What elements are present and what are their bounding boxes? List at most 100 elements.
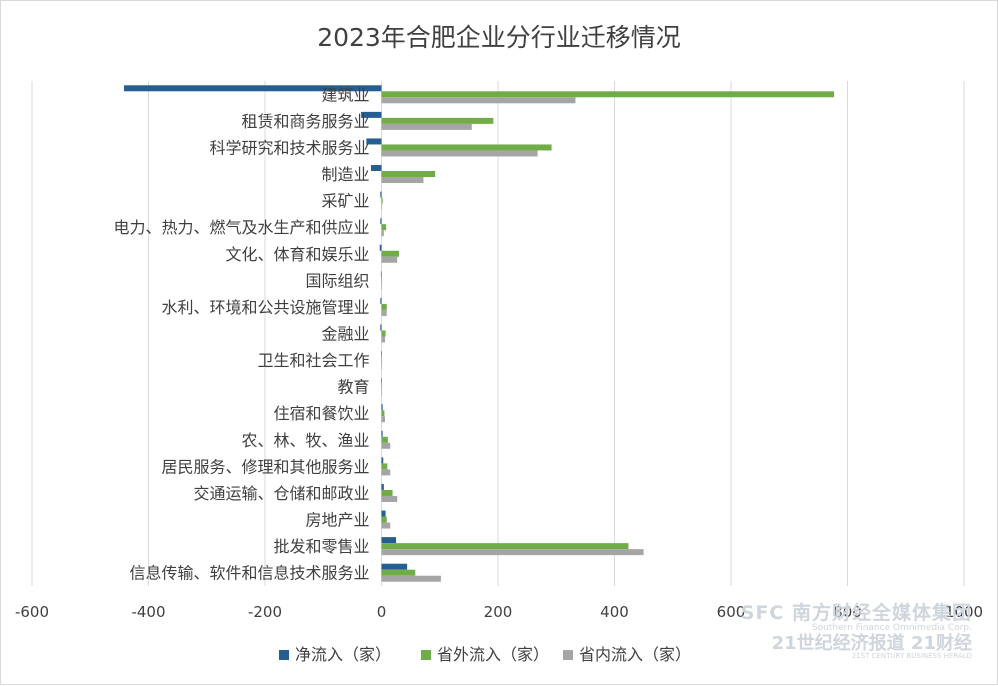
category-label: 科学研究和技术服务业	[209, 138, 369, 157]
category-label: 教育	[337, 378, 369, 397]
category-label: 租赁和商务服务业	[241, 112, 369, 131]
bar-series-1	[381, 357, 383, 364]
bar-series-1	[381, 144, 552, 151]
bar-series-2	[381, 123, 472, 130]
bar-series-1	[381, 543, 629, 550]
category-label: 采矿业	[321, 192, 369, 211]
bar-series-2	[381, 97, 576, 104]
legend-label: 净流入（家）	[295, 645, 391, 664]
category-label: 居民服务、修理和其他服务业	[161, 457, 369, 476]
category-label: 建筑业	[321, 85, 369, 104]
bar-series-0	[371, 165, 382, 172]
bar-series-0	[381, 563, 408, 570]
category-label: 文化、体育和娱乐业	[225, 245, 369, 264]
bar-series-0	[380, 297, 382, 304]
bar-series-1	[381, 303, 387, 310]
x-tick-label: -600	[15, 603, 49, 621]
bar-series-1	[381, 91, 835, 98]
gridlines	[31, 81, 965, 586]
bar-series-2	[381, 150, 538, 157]
bar-series-2	[381, 256, 398, 263]
bar-series-2	[381, 522, 391, 529]
category-label: 交通运输、仓储和邮政业	[193, 484, 369, 503]
x-tick-label: 1000	[945, 603, 983, 621]
x-tick-label: -200	[248, 603, 282, 621]
bar-series-0	[380, 191, 382, 198]
bar-series-0	[381, 430, 383, 437]
bar-series-0	[366, 138, 382, 145]
watermark-line-2: Southern Finance Omnimedia Corp.	[811, 622, 972, 633]
category-label: 信息传输、软件和信息技术服务业	[129, 564, 369, 583]
bar-series-1	[381, 197, 383, 204]
bar-series-1	[381, 171, 436, 178]
bar-series-0	[381, 377, 382, 384]
bar-series-1	[381, 569, 416, 576]
bar-series-2	[381, 575, 441, 582]
category-label: 金融业	[321, 325, 369, 344]
bar-series-2	[381, 416, 385, 423]
legend-label: 省内流入（家）	[579, 645, 691, 664]
category-label: 电力、热力、燃气及水生产和供应业	[113, 218, 369, 237]
bar-series-1	[381, 117, 494, 124]
x-tick-label: 800	[833, 603, 862, 621]
bar-series-1	[381, 463, 388, 470]
bar-series-2	[381, 442, 391, 449]
category-labels: 建筑业租赁和商务服务业科学研究和技术服务业制造业采矿业电力、热力、燃气及水生产和…	[113, 85, 369, 582]
bar-series-1	[381, 330, 386, 337]
category-label: 卫生和社会工作	[257, 351, 369, 370]
bar-series-0	[381, 457, 384, 464]
bar-series-2	[381, 495, 398, 502]
bar-series-1	[381, 224, 387, 231]
category-label: 制造业	[321, 165, 369, 184]
legend-swatch	[279, 650, 289, 660]
category-label: 批发和零售业	[273, 537, 369, 556]
bar-series-0	[380, 271, 382, 278]
x-tick-label: -400	[131, 603, 165, 621]
bar-series-0	[361, 111, 382, 118]
bar-series-1	[381, 489, 393, 496]
legend-swatch	[563, 650, 573, 660]
legend-swatch	[421, 650, 431, 660]
bar-series-0	[381, 404, 383, 411]
x-tick-label: 200	[484, 603, 513, 621]
bar-series-2	[381, 203, 383, 210]
watermark: SFC 南方财经全媒体集团 Southern Finance Omnimedia…	[741, 602, 972, 661]
bar-series-1	[381, 410, 385, 417]
bar-series-0	[381, 483, 384, 490]
bar-series-2	[381, 389, 383, 396]
bar-series-0	[124, 85, 382, 92]
x-tick-label: 400	[600, 603, 629, 621]
bars	[124, 85, 835, 582]
bar-series-1	[381, 250, 399, 257]
bar-series-0	[380, 218, 382, 225]
watermark-line-4: 21ST CENTURY BUSINESS HERALD	[851, 652, 972, 661]
bar-series-0	[381, 510, 386, 517]
category-label: 农、林、牧、渔业	[241, 431, 369, 450]
bar-series-2	[381, 549, 644, 556]
bar-series-0	[381, 351, 382, 358]
bar-series-2	[381, 283, 383, 290]
bar-series-1	[381, 277, 383, 284]
category-label: 住宿和餐饮业	[273, 404, 369, 423]
watermark-line-3: 21世纪经济报道 21财经	[771, 632, 972, 654]
bar-series-0	[381, 537, 397, 544]
x-tick-label: 600	[717, 603, 746, 621]
bar-series-0	[379, 244, 382, 251]
bar-series-1	[381, 436, 388, 443]
bar-series-0	[380, 324, 382, 331]
x-tick-label: 0	[377, 603, 387, 621]
category-label: 国际组织	[305, 271, 369, 290]
bar-series-2	[381, 363, 383, 370]
category-label: 水利、环境和公共设施管理业	[161, 298, 369, 317]
bar-series-1	[381, 383, 383, 390]
bar-series-2	[381, 177, 424, 184]
bar-series-2	[381, 230, 384, 237]
chart-title: 2023年合肥企业分行业迁移情况	[317, 23, 681, 52]
bar-series-1	[381, 516, 387, 523]
legend: 净流入（家） 省外流入（家） 省内流入（家）	[279, 645, 691, 664]
bar-series-2	[381, 309, 387, 316]
x-tick-labels: -600 -400 -200 0 200 400 600 800 1000	[15, 603, 983, 621]
bar-series-2	[381, 336, 385, 343]
